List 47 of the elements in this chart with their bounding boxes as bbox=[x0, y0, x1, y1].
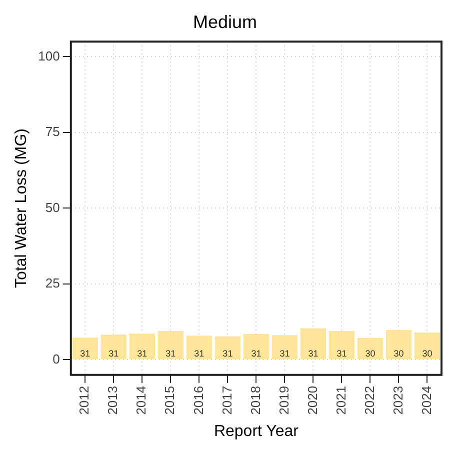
bar bbox=[186, 336, 212, 360]
annotation: 30 bbox=[422, 348, 432, 359]
chart-title: Medium bbox=[192, 12, 258, 32]
y-axis-title: Total Water Loss (MG) bbox=[13, 128, 30, 288]
x-tick-label: 2015 bbox=[162, 386, 178, 415]
bar bbox=[214, 336, 241, 360]
bar bbox=[158, 330, 184, 360]
x-tick-label: 2022 bbox=[362, 386, 377, 415]
bar bbox=[129, 334, 155, 360]
x-tick-label: 2019 bbox=[276, 386, 292, 415]
annotation: 31 bbox=[222, 348, 233, 359]
bar bbox=[357, 338, 384, 360]
x-tick-label: 2021 bbox=[333, 386, 348, 415]
bar bbox=[100, 334, 126, 360]
annotation: 31 bbox=[166, 348, 176, 359]
annotation: 31 bbox=[280, 348, 290, 359]
annotation: 31 bbox=[137, 348, 148, 359]
annotation: 31 bbox=[108, 348, 119, 359]
bar bbox=[72, 338, 98, 360]
bar bbox=[300, 328, 326, 360]
bar bbox=[386, 330, 412, 360]
x-tick-label: 2024 bbox=[418, 386, 434, 415]
x-tick-label: 2020 bbox=[304, 386, 320, 415]
x-tick-label: 2023 bbox=[390, 386, 406, 415]
y-tick-label: 25 bbox=[45, 276, 60, 291]
y-tick-label: 75 bbox=[45, 124, 60, 140]
x-tick-label: 2016 bbox=[190, 386, 206, 415]
x-tick-label: 2013 bbox=[105, 386, 120, 415]
y-tick-label: 50 bbox=[45, 200, 60, 215]
x-tick-label: 2012 bbox=[76, 386, 92, 415]
annotation: 30 bbox=[394, 348, 404, 359]
bar bbox=[328, 330, 355, 360]
annotation: 31 bbox=[251, 348, 262, 359]
x-axis-title: Report Year bbox=[214, 422, 300, 440]
y-tick-label: 100 bbox=[38, 48, 60, 64]
annotation: 31 bbox=[80, 348, 90, 359]
annotation: 31 bbox=[308, 348, 318, 359]
y-tick-label: 0 bbox=[52, 351, 60, 366]
x-tick-label: 2017 bbox=[219, 386, 234, 415]
x-tick-label: 2014 bbox=[134, 386, 149, 415]
annotation: 31 bbox=[336, 348, 347, 359]
annotation: 31 bbox=[194, 348, 204, 359]
x-tick-label: 2018 bbox=[248, 386, 263, 415]
bar bbox=[414, 332, 440, 360]
bar bbox=[272, 335, 298, 360]
annotation: 30 bbox=[365, 348, 376, 359]
bar bbox=[243, 334, 270, 360]
